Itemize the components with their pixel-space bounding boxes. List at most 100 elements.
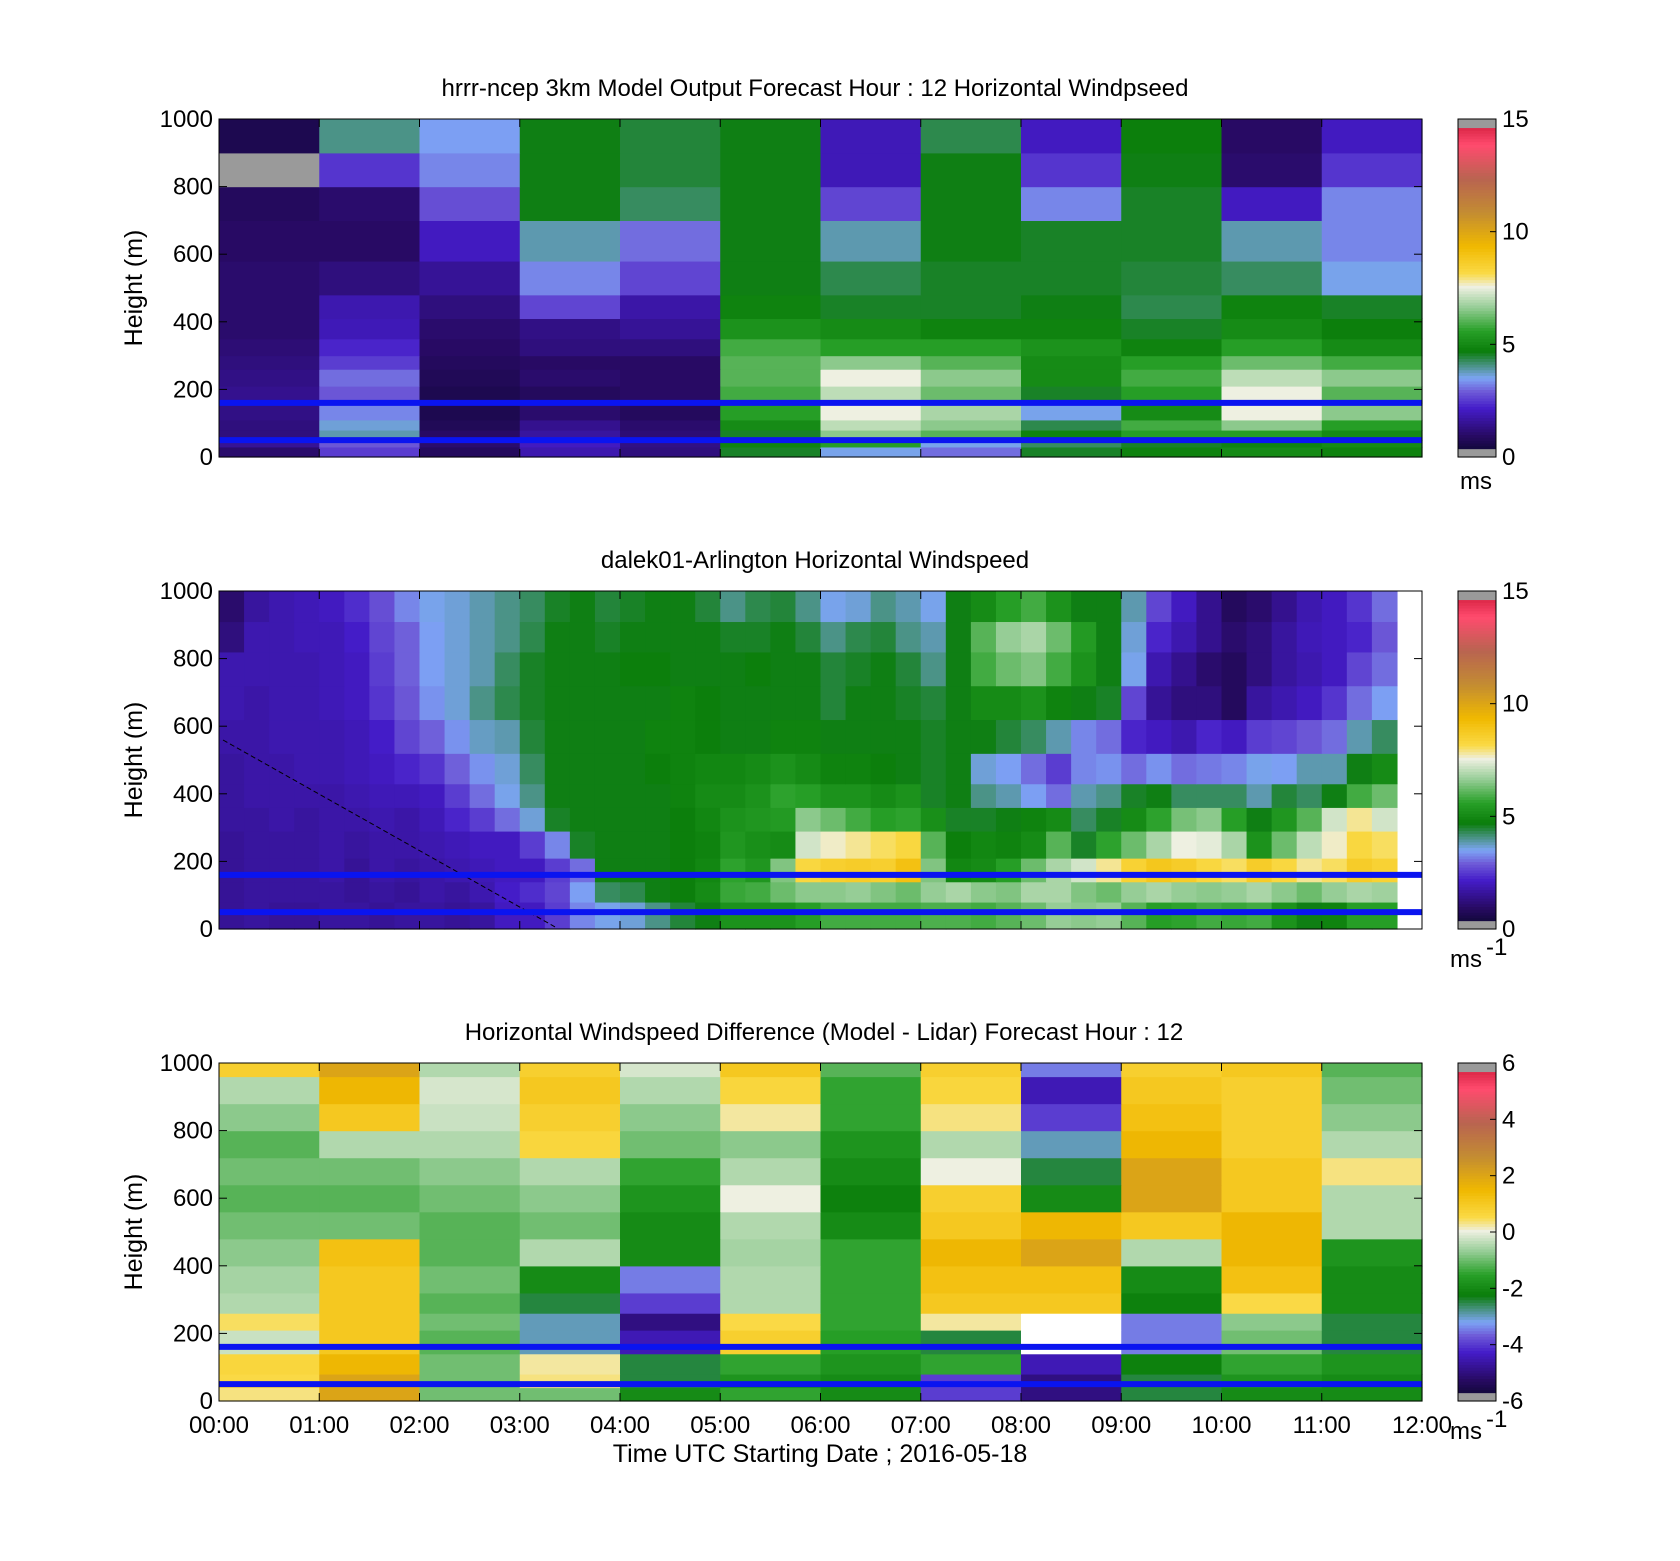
difference-cell (720, 1103, 822, 1132)
colorbar-band (1458, 304, 1496, 309)
model-cell (219, 260, 320, 296)
lidar-cell (1096, 685, 1122, 721)
lidar-cell (1271, 753, 1298, 785)
lidar-cell (695, 901, 721, 930)
lidar-cell (344, 807, 370, 832)
model-cell (1221, 338, 1323, 357)
lidar-cell (494, 753, 521, 785)
difference-cell (620, 1313, 721, 1331)
lidar-cell (1246, 783, 1273, 808)
lidar-cell (870, 719, 897, 754)
difference-cell (620, 1353, 721, 1375)
lidar-cell (795, 783, 822, 808)
lidar-cell (1321, 830, 1348, 859)
colorbar-band (1458, 1102, 1496, 1106)
difference-cell (519, 1211, 621, 1240)
lidar-cell (319, 621, 345, 653)
difference-cell (1321, 1238, 1423, 1267)
lidar-cell (419, 719, 446, 754)
colorbar-band (1458, 596, 1496, 601)
lidar-cell (419, 881, 446, 903)
lidar-cell (945, 685, 972, 721)
lidar-cell (945, 807, 972, 832)
colorbar-band (1458, 273, 1496, 278)
difference-cell (820, 1103, 922, 1132)
lidar-cell (970, 807, 997, 832)
difference-cell (219, 1130, 320, 1159)
lidar-cell (269, 719, 295, 754)
lidar-cell (770, 591, 797, 623)
difference-cell (920, 1313, 1022, 1331)
difference-cell (620, 1330, 721, 1355)
colorbar-unit: ms (1460, 468, 1492, 495)
lidar-cell (319, 858, 345, 883)
lidar-cell (1146, 651, 1172, 687)
difference-cell (319, 1353, 421, 1375)
lidar-cell (469, 685, 496, 721)
difference-cell (720, 1353, 822, 1375)
model-cell (319, 369, 421, 387)
lidar-cell (1221, 719, 1248, 754)
model-cell (720, 440, 822, 448)
lidar-cell (845, 830, 872, 859)
ytick-label: 200 (173, 1320, 213, 1347)
lidar-cell (594, 719, 621, 754)
model-cell (1121, 429, 1223, 441)
lidar-cell (519, 830, 546, 859)
lidar-cell (670, 591, 696, 623)
difference-cell (1121, 1292, 1223, 1314)
lidar-cell (645, 651, 671, 687)
model-cell (519, 355, 621, 370)
lidar-cell (244, 881, 270, 903)
difference-cell (1321, 1211, 1423, 1240)
lidar-cell (795, 807, 822, 832)
colorbar-band (1458, 751, 1496, 755)
colorbar-tick-label: 15 (1502, 578, 1529, 605)
lidar-cell (845, 901, 872, 930)
colorbar-band (1458, 686, 1496, 691)
difference-cell (720, 1063, 822, 1078)
lidar-cell (620, 753, 646, 785)
lidar-cell (1146, 621, 1172, 653)
colorbar-band (1458, 841, 1496, 846)
lidar-cell (544, 719, 571, 754)
lidar-cell (1246, 685, 1273, 721)
lidar-cell (419, 651, 446, 687)
model-cell (620, 152, 721, 188)
lidar-cell (1046, 858, 1072, 883)
colorbar-band (1458, 147, 1496, 151)
lidar-cell (770, 901, 797, 930)
model-cell (419, 318, 521, 340)
colorbar-band (1458, 141, 1496, 145)
lidar-cell (845, 685, 872, 721)
difference-cell (920, 1292, 1022, 1314)
model-cell (720, 419, 822, 431)
lidar-cell (444, 651, 471, 687)
model-cell (920, 119, 1022, 154)
lidar-cell (569, 591, 596, 623)
lidar-cell (269, 651, 295, 687)
model-cell (519, 152, 621, 188)
colorbar-band (1458, 352, 1496, 357)
lidar-cell (269, 591, 295, 623)
lidar-cell (1221, 830, 1248, 859)
colorbar-band (1458, 178, 1496, 182)
lidar-cell (444, 753, 471, 785)
model-cell (319, 294, 421, 320)
model-cell (319, 220, 421, 262)
colorbar-band (1458, 714, 1496, 719)
lidar-cell (945, 783, 972, 808)
colorbar-band (1458, 1316, 1496, 1320)
panel-difference-xticks: 00:00 01:00 02:00 03:00 04:00 05:00 06:00 07:00… (189, 1063, 1452, 1439)
lidar-cell (970, 621, 997, 653)
colorbar-band (1458, 1254, 1496, 1258)
colorbar-tick-label: 4 (1502, 1106, 1515, 1133)
colorbar-band (1458, 743, 1496, 747)
colorbar-band (1458, 209, 1496, 213)
lidar-cell (1171, 783, 1198, 808)
lidar-cell (970, 830, 997, 859)
difference-cell (419, 1353, 521, 1375)
colorbar-band (1458, 392, 1496, 396)
difference-cell (419, 1184, 521, 1213)
lidar-cell (620, 807, 646, 832)
